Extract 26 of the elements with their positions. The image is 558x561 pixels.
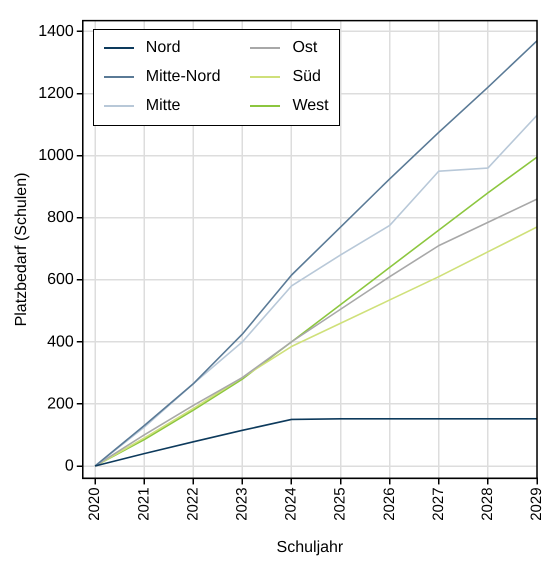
x-tick-label: 2028: [479, 487, 496, 521]
legend-label: West: [292, 97, 329, 116]
x-tick-label: 2021: [135, 487, 152, 521]
y-tick-label: 800: [47, 209, 74, 226]
y-axis-title: Platzbedarf (Schulen): [13, 172, 30, 326]
y-tick-label: 1200: [38, 84, 74, 102]
legend-label: Mitte: [146, 97, 180, 116]
x-tick-label: 2027: [430, 487, 447, 521]
x-tick-label: 2024: [282, 487, 300, 521]
legend-label: Süd: [292, 68, 321, 86]
y-tick-label: 600: [47, 271, 74, 288]
y-tick-label: 1000: [38, 147, 74, 164]
x-tick-label: 2022: [184, 487, 202, 521]
x-tick-label: 2020: [86, 487, 104, 521]
y-tick-label: 200: [47, 395, 74, 412]
x-tick-label: 2023: [234, 487, 251, 521]
legend-label: Nord: [146, 39, 180, 58]
x-tick-label: 2025: [332, 487, 349, 521]
x-tick-label: 2029: [528, 487, 546, 521]
x-tick-label: 2026: [380, 487, 398, 521]
y-tick-label: 1400: [38, 22, 74, 40]
x-axis-title: Schuljahr: [276, 538, 344, 556]
y-tick-label: 0: [64, 457, 74, 474]
y-tick-label: 400: [47, 333, 74, 350]
legend-label: Mitte-Nord: [146, 68, 220, 86]
legend-label: Ost: [292, 39, 318, 58]
